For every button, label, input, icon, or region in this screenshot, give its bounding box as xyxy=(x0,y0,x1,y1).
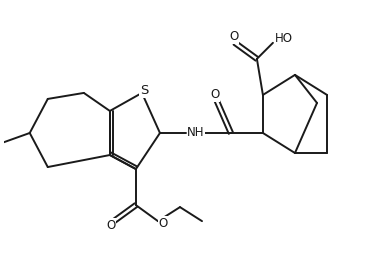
Text: O: O xyxy=(229,30,239,43)
Text: NH: NH xyxy=(187,126,205,140)
Text: O: O xyxy=(106,219,115,232)
Text: S: S xyxy=(140,85,148,97)
Text: O: O xyxy=(210,88,220,101)
Text: O: O xyxy=(158,217,167,230)
Text: HO: HO xyxy=(275,32,293,45)
